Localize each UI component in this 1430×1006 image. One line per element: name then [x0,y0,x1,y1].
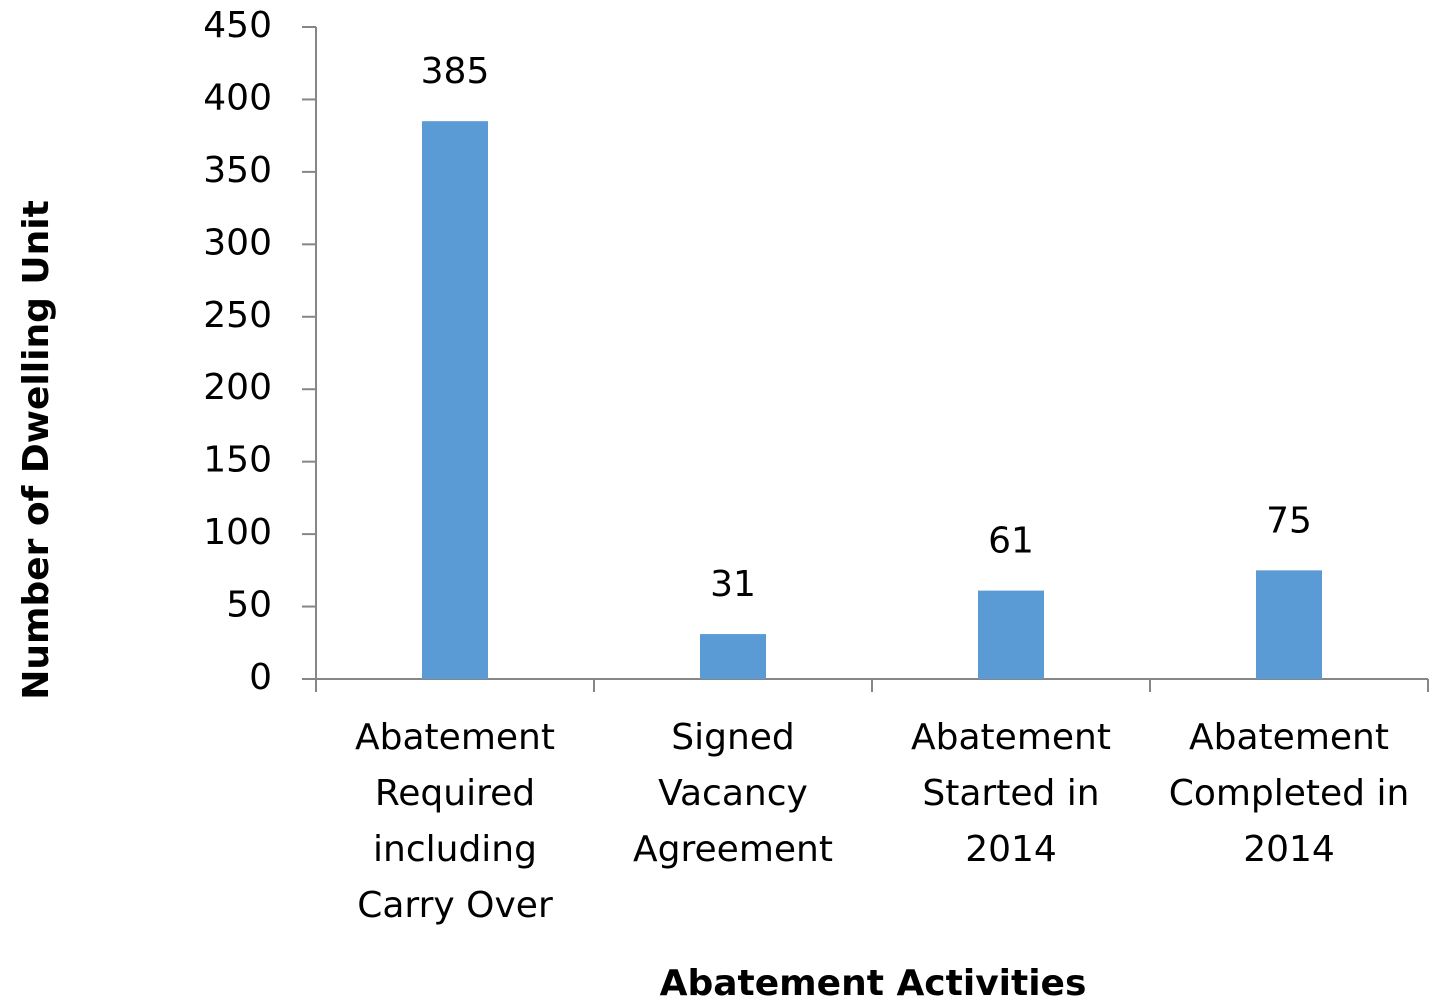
y-tick-label: 350 [203,150,272,191]
data-label: 385 [421,51,490,92]
x-tick-label: Abatement Completed in 2014 [1169,717,1410,870]
y-axis-title: Number of Dwelling Unit [16,200,57,700]
data-label: 61 [988,521,1034,562]
bar [422,121,488,679]
y-tick-label: 250 [203,295,272,336]
x-tick-label: Abatement Started in 2014 [911,717,1111,870]
y-tick-label: 450 [203,5,272,46]
bar [978,590,1044,679]
x-tick-label: Abatement Required including Carry Over [355,717,555,926]
y-tick-label: 50 [226,585,272,626]
x-axis-title: Abatement Activities [660,963,1087,1004]
y-tick-label: 400 [203,77,272,118]
y-tick-label: 0 [249,657,272,698]
data-label: 75 [1266,500,1312,541]
y-tick-label: 200 [203,367,272,408]
y-tick-label: 150 [203,440,272,481]
x-tick-label: Signed Vacancy Agreement [633,717,833,870]
y-tick-label: 300 [203,222,272,263]
bar [700,634,766,679]
y-tick-label: 100 [203,512,272,553]
data-label: 31 [710,564,756,605]
bar [1256,570,1322,679]
